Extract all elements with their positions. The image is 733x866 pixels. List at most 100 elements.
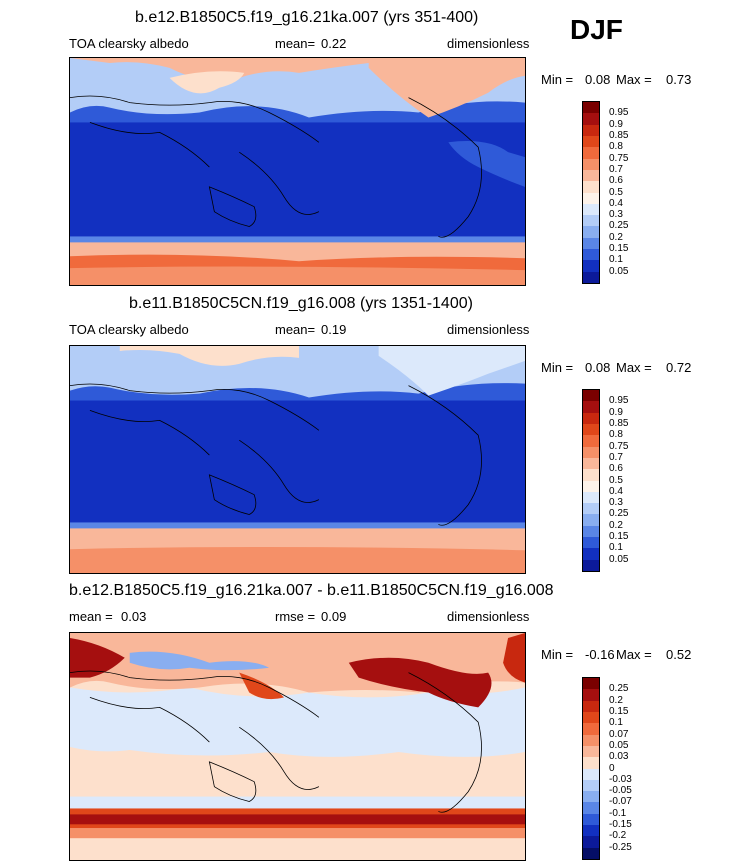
- colorbar-swatch: [583, 503, 599, 515]
- colorbar-tick-label: -0.25: [609, 841, 632, 853]
- colorbar-swatch: [583, 192, 599, 204]
- panel-3-map: [69, 632, 526, 861]
- colorbar-tick-label: 0.5: [609, 186, 623, 198]
- colorbar-swatch: [583, 700, 599, 712]
- panel-1-mean-label: mean=: [275, 36, 316, 51]
- colorbar-tick-label: -0.15: [609, 819, 632, 831]
- panel-2-mean-value: 0.19: [321, 322, 347, 337]
- colorbar-tick-label: 0.6: [609, 175, 623, 187]
- colorbar-tick-label: 0.95: [609, 395, 629, 407]
- colorbar-swatch: [583, 237, 599, 250]
- colorbar-tick-label: 0.07: [609, 728, 629, 740]
- colorbar-swatch: [583, 689, 599, 701]
- colorbar-swatch: [583, 480, 599, 492]
- panel-2-max-value: 0.72: [666, 360, 692, 375]
- panel-3-min-value: -0.16: [585, 647, 615, 662]
- panel-1-map: [69, 57, 526, 286]
- colorbar-swatch: [583, 734, 599, 746]
- colorbar-swatch: [583, 802, 599, 814]
- panel-2-colorbar: [582, 389, 600, 572]
- colorbar-tick-label: -0.03: [609, 773, 632, 785]
- colorbar-tick-label: 0: [609, 762, 615, 774]
- colorbar-swatch: [583, 124, 599, 136]
- colorbar-swatch: [583, 135, 599, 148]
- colorbar-swatch: [583, 768, 599, 780]
- colorbar-swatch: [583, 559, 599, 571]
- panel-1-min-value: 0.08: [585, 72, 611, 87]
- colorbar-tick-label: 0.95: [609, 107, 629, 119]
- colorbar-tick-label: 0.15: [609, 531, 629, 543]
- panel-3-mean-value: 0.03: [121, 609, 147, 624]
- colorbar-tick-label: 0.05: [609, 265, 629, 277]
- colorbar-swatch: [583, 401, 599, 413]
- panel-3-rmse-value: 0.09: [321, 609, 347, 624]
- colorbar-swatch: [583, 147, 599, 159]
- panel-2-min-label: Min =: [541, 360, 574, 375]
- panel-2-min-value: 0.08: [585, 360, 611, 375]
- colorbar-swatch: [583, 847, 599, 859]
- panel-2-map: [69, 345, 526, 574]
- colorbar-swatch: [583, 226, 599, 238]
- colorbar-swatch: [583, 791, 599, 803]
- colorbar-swatch: [583, 779, 599, 792]
- colorbar-tick-label: 0.4: [609, 197, 623, 209]
- colorbar-swatch: [583, 537, 599, 549]
- colorbar-swatch: [583, 491, 599, 504]
- panel-3-title: b.e12.B1850C5.f19_g16.21ka.007 - b.e11.B…: [69, 582, 554, 599]
- panel-2-variable-label: TOA clearsky albedo: [69, 322, 189, 337]
- colorbar-swatch: [583, 423, 599, 436]
- colorbar-swatch: [583, 457, 599, 470]
- colorbar-swatch: [583, 836, 599, 848]
- colorbar-tick-label: -0.2: [609, 830, 627, 842]
- colorbar-tick-label: 0.15: [609, 705, 629, 717]
- colorbar-tick-label: 0.8: [609, 429, 623, 441]
- panel-2-max-label: Max =: [616, 360, 652, 375]
- colorbar-swatch: [583, 678, 599, 690]
- colorbar-swatch: [583, 260, 599, 272]
- colorbar-swatch: [583, 745, 599, 758]
- colorbar-tick-label: 0.1: [609, 717, 623, 729]
- colorbar-tick-label: 0.85: [609, 417, 629, 429]
- colorbar-swatch: [583, 711, 599, 724]
- colorbar-swatch: [583, 469, 599, 481]
- colorbar-tick-label: 0.3: [609, 209, 623, 221]
- colorbar-tick-label: 0.85: [609, 129, 629, 141]
- panel-3-rmse-label: rmse =: [275, 609, 316, 624]
- colorbar-tick-label: -0.1: [609, 807, 627, 819]
- colorbar-swatch: [583, 514, 599, 526]
- panel-1-units: dimensionless: [447, 36, 530, 51]
- colorbar-swatch: [583, 113, 599, 125]
- panel-2-mean-label: mean=: [275, 322, 316, 337]
- colorbar-tick-label: 0.05: [609, 739, 629, 751]
- colorbar-swatch: [583, 203, 599, 216]
- colorbar-swatch: [583, 271, 599, 283]
- colorbar-tick-label: 0.2: [609, 231, 623, 243]
- colorbar-tick-label: 0.1: [609, 254, 623, 266]
- panel-1-min-label: Min =: [541, 72, 574, 87]
- colorbar-swatch: [583, 446, 599, 458]
- colorbar-tick-label: 0.9: [609, 406, 623, 418]
- colorbar-swatch: [583, 158, 599, 170]
- panel-1-mean-value: 0.22: [321, 36, 347, 51]
- panel-3-min-label: Min =: [541, 647, 574, 662]
- colorbar-tick-label: 0.6: [609, 463, 623, 475]
- panel-1-variable-label: TOA clearsky albedo: [69, 36, 189, 51]
- colorbar-tick-label: 0.15: [609, 243, 629, 255]
- colorbar-swatch: [583, 757, 599, 769]
- colorbar-swatch: [583, 525, 599, 538]
- colorbar-tick-label: 0.4: [609, 485, 623, 497]
- panel-1-title: b.e12.B1850C5.f19_g16.21ka.007 (yrs 351-…: [135, 9, 479, 26]
- colorbar-tick-label: 0.03: [609, 751, 629, 763]
- colorbar-tick-label: 0.75: [609, 152, 629, 164]
- colorbar-swatch: [583, 249, 599, 261]
- colorbar-swatch: [583, 102, 599, 114]
- panel-1-max-value: 0.73: [666, 72, 692, 87]
- colorbar-swatch: [583, 412, 599, 424]
- colorbar-swatch: [583, 548, 599, 560]
- colorbar-tick-label: 0.25: [609, 683, 629, 695]
- colorbar-tick-label: 0.05: [609, 553, 629, 565]
- panel-3-mean-label: mean =: [69, 609, 113, 624]
- colorbar-swatch: [583, 169, 599, 182]
- colorbar-tick-label: 0.9: [609, 118, 623, 130]
- colorbar-swatch: [583, 215, 599, 227]
